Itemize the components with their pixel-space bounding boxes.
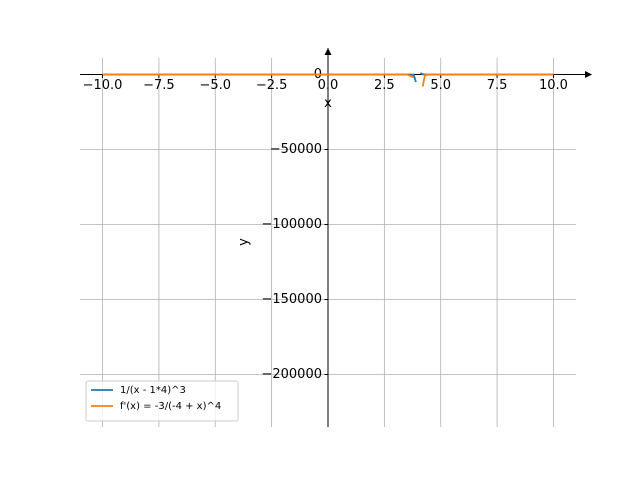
y-axis-label: y	[237, 238, 252, 246]
x-tick-label: 2.5	[374, 78, 395, 93]
x-tick-label: −10.0	[83, 78, 123, 93]
y-tick-label: −50000	[270, 142, 322, 157]
legend-label: 1/(x - 1*4)^3	[120, 385, 186, 396]
x-tick-label: −2.5	[256, 78, 288, 93]
x-tick-label: 7.5	[487, 78, 508, 93]
x-axis-label: x	[324, 96, 332, 111]
x-tick-label: 5.0	[430, 78, 451, 93]
y-tick-label: −200000	[261, 367, 322, 382]
x-axis-arrow	[585, 71, 592, 78]
y-tick-label: −150000	[261, 292, 322, 307]
x-tick-label: −7.5	[143, 78, 175, 93]
legend-label: f'(x) = -3/(-4 + x)^4	[120, 401, 221, 412]
y-axis-arrow	[324, 48, 332, 55]
data-line	[102, 73, 554, 87]
x-tick-label: −5.0	[199, 78, 231, 93]
x-tick-label: 10.0	[539, 78, 568, 93]
y-tick-label: −100000	[261, 217, 322, 232]
legend-box	[85, 380, 239, 422]
x-tick-label: 0.0	[318, 78, 339, 93]
